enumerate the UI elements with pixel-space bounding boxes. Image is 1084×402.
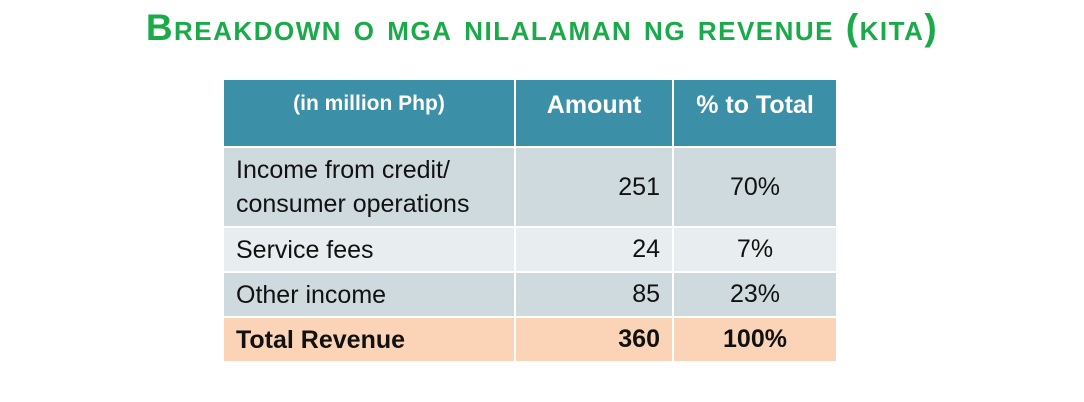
total-percent: 100% [672,316,838,363]
total-amount: 360 [514,316,674,363]
header-amount: Amount [514,78,674,148]
table-row: Other income 85 23% [222,271,838,318]
total-label: Total Revenue [222,316,516,363]
header-label-column: (in million Php) [222,78,516,148]
row-label: Other income [222,271,516,318]
row-percent: 7% [672,226,838,273]
row-amount: 24 [514,226,674,273]
row-amount: 85 [514,271,674,318]
table-row: Service fees 24 7% [222,226,838,273]
table-row: Income from credit/ consumer operations … [222,146,838,228]
header-percent-to-total: % to Total [672,78,838,148]
row-percent: 23% [672,271,838,318]
table-header-row: (in million Php) Amount % to Total [222,78,838,148]
revenue-table: (in million Php) Amount % to Total Incom… [222,78,838,363]
row-amount: 251 [514,146,674,228]
row-percent: 70% [672,146,838,228]
slide-title: Breakdown o mga nilalaman ng revenue (ki… [145,7,939,48]
total-row: Total Revenue 360 100% [222,316,838,363]
row-label: Service fees [222,226,516,273]
row-label: Income from credit/ consumer operations [222,146,516,228]
